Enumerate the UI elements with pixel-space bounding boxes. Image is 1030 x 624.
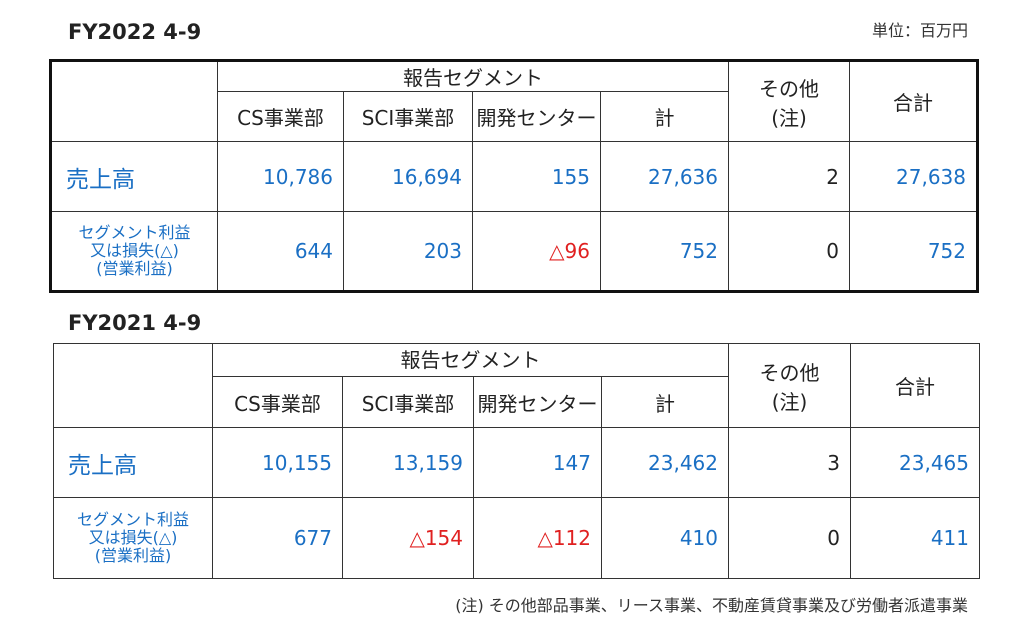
sales-sum: 23,462	[601, 427, 729, 498]
profit-cs: 677	[212, 497, 343, 579]
row-label-sales: 売上高	[53, 427, 213, 498]
row-label-sales: 売上高	[50, 141, 218, 212]
header-reported-segments: 報告セグメント	[217, 60, 729, 92]
profit-label-line2: 又は損失(△)	[88, 528, 178, 547]
header-reported-segments: 報告セグメント	[212, 343, 729, 377]
header-other: その他 (注)	[728, 343, 851, 428]
profit-dev: △96	[472, 211, 601, 292]
table-row: セグメント利益 又は損失(△) (営業利益) 644 203 △96 752 0…	[50, 211, 978, 292]
profit-label-line1: セグメント利益	[78, 223, 191, 242]
profit-sum: 410	[601, 497, 729, 579]
header-dev: 開発センター	[472, 91, 601, 142]
sales-sci: 16,694	[343, 141, 473, 212]
row-label-profit: セグメント利益 又は損失(△) (営業利益)	[50, 211, 218, 292]
profit-sum: 752	[600, 211, 729, 292]
header-other-note: (注)	[771, 105, 807, 130]
sales-dev: 147	[473, 427, 602, 498]
header-sum: 計	[600, 91, 729, 142]
header-other: その他 (注)	[728, 60, 850, 142]
header-other-line1: その他	[759, 76, 819, 101]
profit-sci: △154	[342, 497, 474, 579]
profit-other: 0	[728, 497, 851, 579]
sales-sum: 27,636	[600, 141, 729, 212]
fy2022-title: FY2022 4-9	[68, 20, 202, 44]
header-total: 合計	[849, 60, 978, 142]
profit-label-line2: 又は損失(△)	[90, 241, 179, 260]
header-other-line1: その他	[759, 360, 820, 385]
header-cs: CS事業部	[212, 376, 343, 428]
header-sci: SCI事業部	[342, 376, 474, 428]
profit-sci: 203	[343, 211, 473, 292]
sales-other: 2	[728, 141, 850, 212]
table-row: セグメント利益 又は損失(△) (営業利益) 677 △154 △112 410…	[53, 497, 980, 579]
sales-sci: 13,159	[342, 427, 474, 498]
fy2022-segment-table: 報告セグメント その他 (注) 合計 CS事業部 SCI事業部 開発センター 計…	[49, 59, 979, 293]
sales-total: 27,638	[849, 141, 978, 212]
sales-cs: 10,155	[212, 427, 343, 498]
profit-total: 411	[850, 497, 980, 579]
table-row: 売上高 10,155 13,159 147 23,462 3 23,465	[53, 427, 980, 498]
header-sum: 計	[601, 376, 729, 428]
table-row: 売上高 10,786 16,694 155 27,636 2 27,638	[50, 141, 978, 212]
profit-total: 752	[849, 211, 978, 292]
footnote: (注) その他部品事業、リース事業、不動産賃貸事業及び労働者派遣事業	[455, 596, 968, 615]
fy2021-segment-table: 報告セグメント その他 (注) 合計 CS事業部 SCI事業部 開発センター 計…	[53, 343, 980, 579]
sales-other: 3	[728, 427, 851, 498]
fy2021-title: FY2021 4-9	[68, 311, 202, 335]
profit-label-line3: (営業利益)	[96, 259, 173, 278]
sales-dev: 155	[472, 141, 601, 212]
profit-cs: 644	[217, 211, 344, 292]
header-corner	[50, 60, 218, 142]
profit-dev: △112	[473, 497, 602, 579]
row-label-profit: セグメント利益 又は損失(△) (営業利益)	[53, 497, 213, 579]
header-corner	[53, 343, 213, 428]
header-sci: SCI事業部	[343, 91, 473, 142]
header-cs: CS事業部	[217, 91, 344, 142]
profit-label-line1: セグメント利益	[76, 510, 189, 529]
profit-label-line3: (営業利益)	[94, 546, 172, 565]
unit-label: 単位：百万円	[871, 21, 968, 40]
header-dev: 開発センター	[473, 376, 602, 428]
header-total: 合計	[850, 343, 980, 428]
profit-other: 0	[728, 211, 850, 292]
sales-total: 23,465	[850, 427, 980, 498]
sales-cs: 10,786	[217, 141, 344, 212]
header-other-note: (注)	[771, 389, 808, 414]
